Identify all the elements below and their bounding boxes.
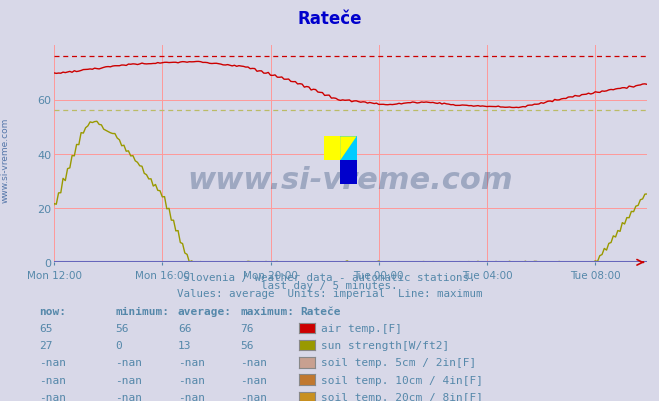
Text: www.si-vreme.com: www.si-vreme.com [1, 118, 10, 203]
Text: -nan: -nan [178, 375, 205, 385]
Text: 56: 56 [115, 323, 129, 333]
Bar [340, 137, 357, 161]
Text: minimum:: minimum: [115, 306, 169, 316]
Text: Values: average  Units: imperial  Line: maximum: Values: average Units: imperial Line: ma… [177, 289, 482, 298]
Text: Slovenia / weather data - automatic stations.: Slovenia / weather data - automatic stat… [183, 273, 476, 282]
Text: -nan: -nan [115, 392, 142, 401]
Text: last day / 5 minutes.: last day / 5 minutes. [261, 281, 398, 290]
Polygon shape [340, 137, 357, 161]
Text: air temp.[F]: air temp.[F] [321, 323, 402, 333]
Text: 66: 66 [178, 323, 191, 333]
Text: -nan: -nan [178, 358, 205, 367]
Text: -nan: -nan [115, 375, 142, 385]
Bar [324, 137, 340, 161]
Text: 27: 27 [40, 340, 53, 350]
Polygon shape [340, 137, 357, 161]
Text: -nan: -nan [241, 375, 268, 385]
Bar [340, 161, 357, 185]
Text: -nan: -nan [241, 358, 268, 367]
Text: -nan: -nan [40, 375, 67, 385]
Text: 65: 65 [40, 323, 53, 333]
Text: Rateče: Rateče [297, 10, 362, 28]
Text: 0: 0 [115, 340, 122, 350]
Text: now:: now: [40, 306, 67, 316]
Text: maximum:: maximum: [241, 306, 295, 316]
Text: -nan: -nan [241, 392, 268, 401]
Text: soil temp. 5cm / 2in[F]: soil temp. 5cm / 2in[F] [321, 358, 476, 367]
Text: -nan: -nan [115, 358, 142, 367]
Text: Rateče: Rateče [300, 306, 340, 316]
Text: -nan: -nan [40, 358, 67, 367]
Text: 56: 56 [241, 340, 254, 350]
Text: -nan: -nan [178, 392, 205, 401]
Text: -nan: -nan [40, 392, 67, 401]
Text: sun strength[W/ft2]: sun strength[W/ft2] [321, 340, 449, 350]
Text: average:: average: [178, 306, 232, 316]
Text: 13: 13 [178, 340, 191, 350]
Polygon shape [340, 137, 357, 161]
Text: soil temp. 20cm / 8in[F]: soil temp. 20cm / 8in[F] [321, 392, 483, 401]
Text: 76: 76 [241, 323, 254, 333]
Text: www.si-vreme.com: www.si-vreme.com [188, 166, 513, 195]
Text: soil temp. 10cm / 4in[F]: soil temp. 10cm / 4in[F] [321, 375, 483, 385]
